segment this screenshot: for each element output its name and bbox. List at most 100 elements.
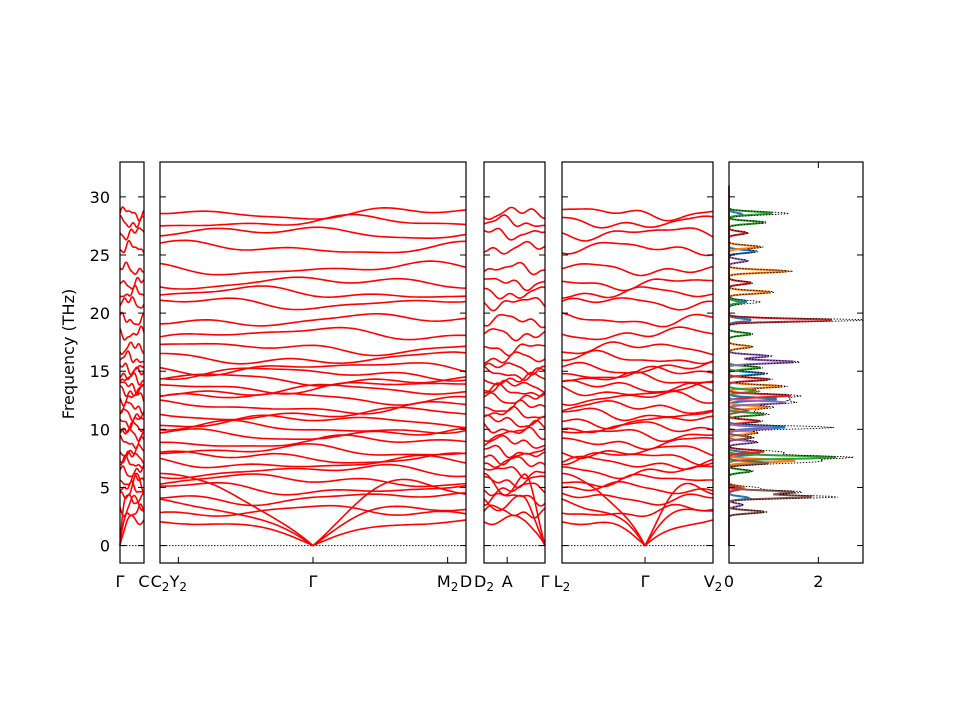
phonon-band (561, 503, 714, 518)
x-tick-label: M2 (437, 572, 458, 594)
phonon-band (562, 452, 714, 466)
phonon-band (159, 399, 467, 415)
phonon-band (119, 284, 145, 298)
phonon-band (159, 276, 467, 290)
phonon-band (159, 414, 467, 429)
acoustic-band (119, 472, 145, 546)
phonon-band (561, 227, 714, 242)
panel-frame (728, 161, 864, 564)
phonon-band (561, 473, 714, 488)
y-axis-label: Frequency (THz) (59, 289, 78, 419)
phonon-band (119, 325, 145, 341)
phonon-band (483, 382, 546, 397)
phonon-band (119, 383, 145, 398)
phonon-band (119, 214, 145, 229)
phonon-band (159, 473, 467, 488)
phonon-band (119, 443, 145, 458)
phonon-band (483, 414, 546, 428)
dos-x-tick-label: 0 (724, 572, 734, 591)
phonon-band (159, 260, 467, 276)
phonon-band (561, 465, 714, 480)
phonon-band (561, 349, 714, 365)
phonon-band (159, 406, 467, 421)
phonon-band (483, 391, 546, 404)
phonon-band (483, 227, 546, 241)
phonon-band (483, 314, 546, 329)
phonon-band (159, 285, 467, 298)
phonon-band (483, 286, 546, 300)
phonon-band (483, 214, 546, 228)
phonon-band (561, 379, 714, 393)
x-tick-label: A (502, 572, 513, 591)
phonon-band (159, 367, 467, 382)
phonon-band (483, 426, 546, 442)
phonon-band (561, 382, 714, 397)
phonon-band (119, 408, 145, 422)
phonon-band (561, 407, 714, 422)
x-tick-label: C2 (151, 572, 170, 594)
phonon-band (159, 492, 467, 507)
phonon-band (561, 341, 714, 356)
phonon-band (483, 365, 546, 381)
phonon-band (119, 421, 145, 434)
x-tick-label: Y2 (169, 572, 187, 594)
acoustic-band (561, 498, 714, 547)
acoustic-band (483, 472, 546, 546)
x-tick-label: Γ (116, 572, 125, 591)
phonon-band (483, 297, 546, 312)
phonon-band (483, 456, 546, 469)
phonon-band (159, 226, 467, 239)
dos-x-tick-label: 2 (813, 572, 823, 591)
phonon-band (483, 206, 546, 221)
phonon-band (119, 366, 145, 381)
phonon-band (159, 504, 467, 517)
phonon-band (483, 379, 546, 394)
phonon-band (561, 263, 714, 277)
phonon-band (119, 239, 145, 254)
phonon-band (561, 436, 714, 451)
x-tick-label: Γ (641, 572, 650, 591)
y-tick-label: 30 (90, 188, 110, 207)
phonon-band (561, 312, 714, 328)
acoustic-band (119, 494, 145, 546)
phonon-band (160, 207, 467, 220)
y-tick-label: 20 (90, 304, 110, 323)
y-tick-label: 5 (100, 478, 110, 497)
phonon-band (561, 492, 714, 506)
acoustic-band (483, 494, 546, 546)
acoustic-band (483, 514, 546, 546)
phonon-band (561, 400, 714, 414)
phonon-band (561, 371, 714, 384)
phonon-band (159, 443, 467, 456)
phonon-band (159, 381, 467, 395)
phonon-band (483, 434, 546, 449)
acoustic-band (561, 519, 714, 547)
phonon-band (483, 277, 546, 292)
phonon-band (159, 239, 467, 254)
phonon-band (119, 227, 145, 241)
phonon-band (159, 342, 467, 357)
phonon-band (561, 480, 714, 495)
phonon-band (160, 481, 467, 496)
x-tick-label: V2 (704, 572, 723, 594)
phonon-band (483, 399, 546, 412)
phonon-band (483, 240, 546, 255)
phonon-band (159, 383, 467, 397)
phonon-band (561, 241, 714, 257)
phonon-band (159, 419, 467, 435)
phonon-band (561, 297, 714, 311)
phonon-band (159, 434, 467, 447)
phonon-band (483, 343, 545, 357)
phonon-band (561, 208, 714, 222)
phonon-band (159, 454, 467, 469)
x-tick-label: D2 (474, 572, 494, 594)
phonon-band (483, 371, 546, 386)
phonon-band (160, 351, 467, 365)
phonon-band (561, 360, 714, 374)
phonon-band (119, 416, 145, 430)
x-tick-label: L2 (554, 572, 571, 594)
y-tick-label: 10 (90, 420, 110, 439)
phonon-band (483, 328, 546, 342)
phonon-band (561, 390, 714, 406)
